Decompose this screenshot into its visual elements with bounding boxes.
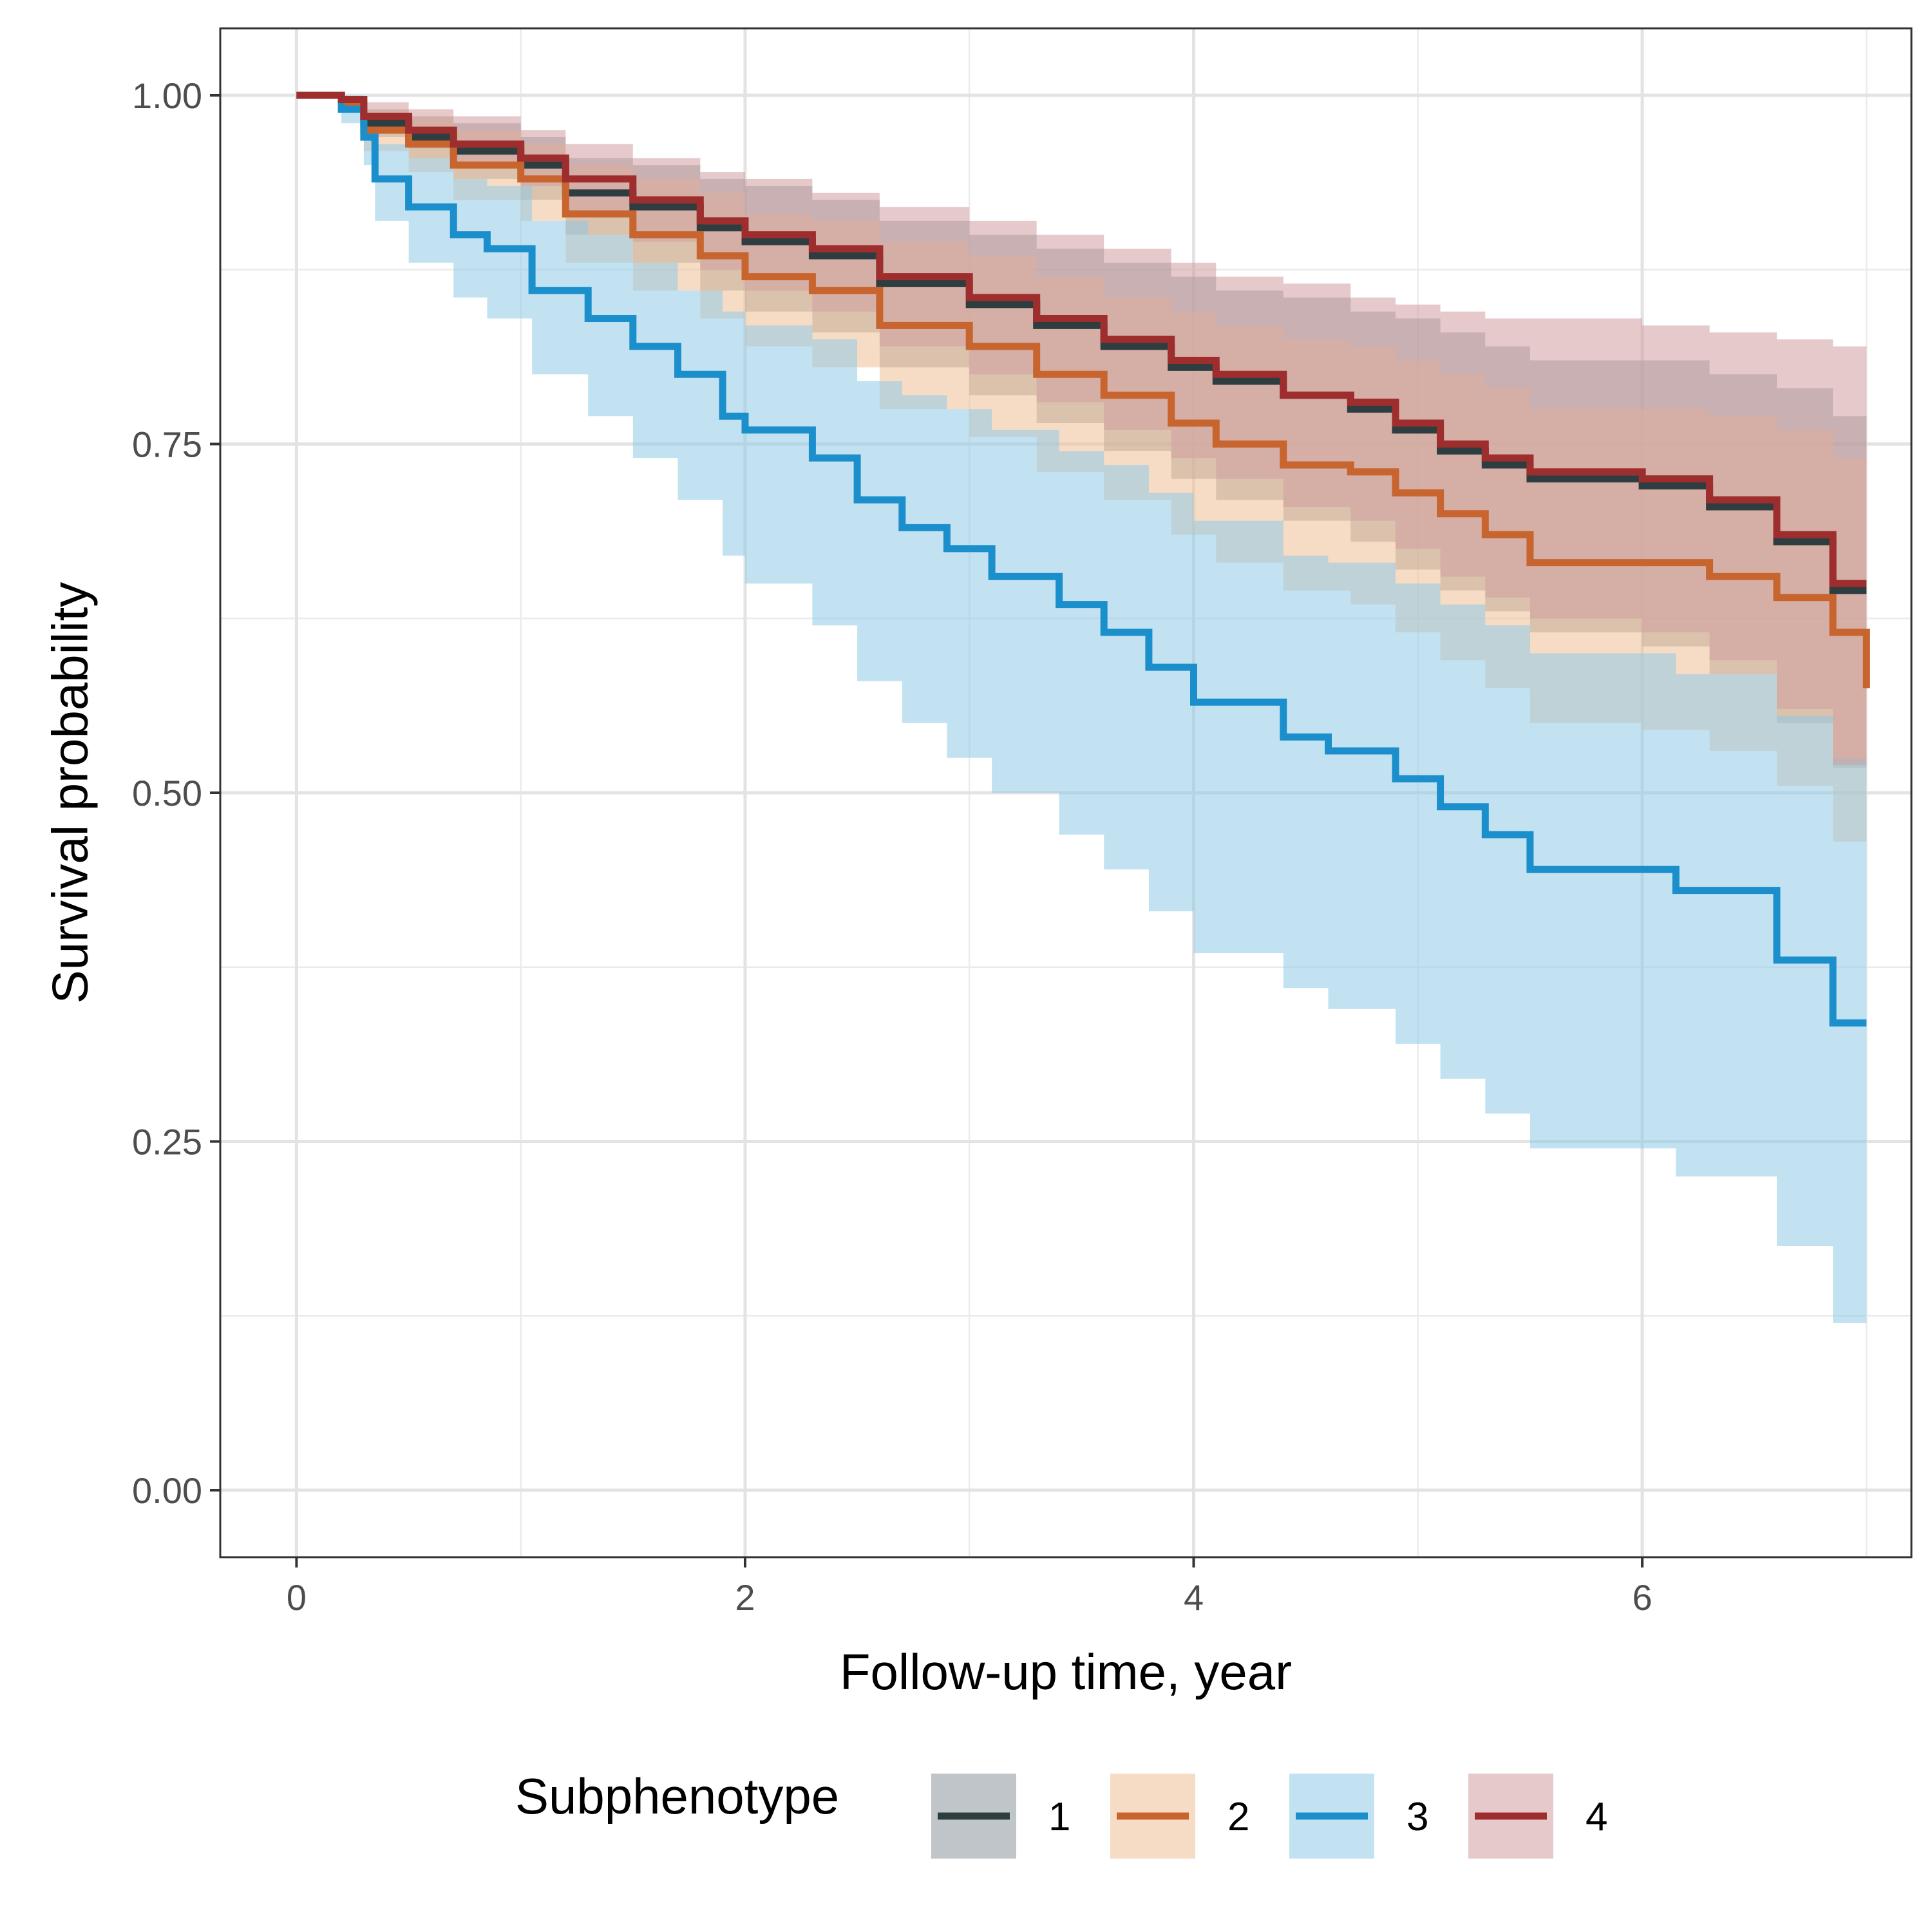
survival-curve-1 <box>296 91 1867 594</box>
y-tick-label: 0.25 <box>132 1122 202 1162</box>
y-tick-label: 1.00 <box>132 75 202 116</box>
legend-label-3: 3 <box>1406 1795 1428 1839</box>
survival-curve-2 <box>296 91 1870 688</box>
y-axis-title: Survival probability <box>41 582 98 1004</box>
axis-ticks: 0 2 4 6 0.00 0.25 0.50 0.75 1.00 <box>132 75 1653 1618</box>
x-axis-title: Follow-up time, year <box>840 1643 1292 1700</box>
legend-title: Subphenotype <box>515 1768 839 1824</box>
survival-curve-4 <box>296 91 1867 587</box>
survival-curves <box>296 91 1870 1027</box>
confidence-band-4 <box>296 95 1867 765</box>
legend-label-4: 4 <box>1586 1795 1607 1839</box>
y-tick-label: 0.50 <box>132 773 202 813</box>
legend-label-2: 2 <box>1227 1795 1249 1839</box>
x-tick-label: 0 <box>287 1577 307 1618</box>
survival-curve-3 <box>296 91 1867 1027</box>
y-tick-label: 0.75 <box>132 424 202 464</box>
confidence-bands <box>296 95 1867 1323</box>
confidence-band-3 <box>296 95 1867 1323</box>
x-tick-label: 6 <box>1632 1577 1652 1618</box>
x-tick-label: 2 <box>735 1577 755 1618</box>
legend-label-1: 1 <box>1048 1795 1070 1839</box>
confidence-band-2 <box>296 95 1867 870</box>
y-tick-label: 0.00 <box>132 1470 202 1511</box>
x-tick-label: 4 <box>1184 1577 1204 1618</box>
legend: Subphenotype 1 2 3 4 <box>515 1768 1607 1859</box>
